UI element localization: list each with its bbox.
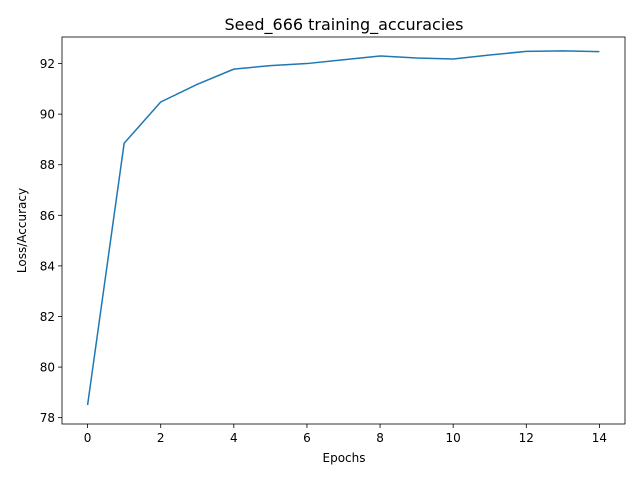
x-tick-label: 8 [376,431,384,445]
plot-area [86,50,600,406]
y-tick-label: 92 [40,57,55,71]
series-line [86,50,600,406]
y-tick-label: 90 [40,108,55,122]
x-tick-label: 4 [230,431,238,445]
y-tick-label: 78 [40,411,55,425]
x-tick-label: 12 [519,431,534,445]
plot-frame [61,36,626,425]
chart-title: Seed_666 training_accuracies [225,15,464,35]
y-tick-label: 84 [40,259,55,273]
x-tick-label: 14 [592,431,607,445]
x-axis: 0 2 4 6 8 10 12 14 [84,424,607,445]
y-tick-label: 88 [40,158,55,172]
y-tick-label: 82 [40,310,55,324]
x-tick-label: 10 [446,431,461,445]
x-axis-label: Epochs [323,451,366,465]
x-tick-label: 6 [303,431,311,445]
y-tick-label: 86 [40,209,55,223]
y-tick-label: 80 [40,361,55,375]
y-axis-label: Loss/Accuracy [15,188,29,273]
y-axis: 78 80 82 84 86 88 90 92 [40,57,62,425]
x-tick-label: 0 [84,431,92,445]
x-tick-label: 2 [157,431,165,445]
